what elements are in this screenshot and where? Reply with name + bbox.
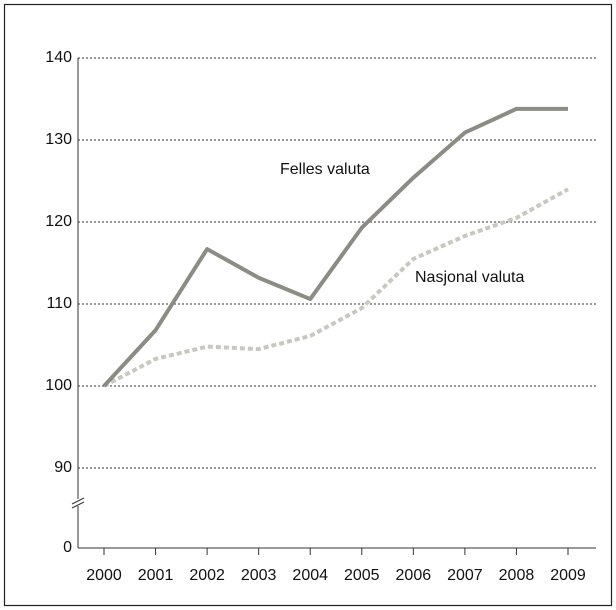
y-tick-label: 110: [46, 295, 72, 312]
series-label: Nasjonal valuta: [415, 269, 525, 286]
y-tick-label: 130: [45, 131, 72, 148]
x-tick-label: 2004: [292, 567, 328, 584]
x-tick-label: 2008: [499, 567, 535, 584]
x-tick-label: 2002: [189, 567, 225, 584]
axis-break-mark: [71, 501, 85, 509]
y-tick-label: 100: [45, 377, 72, 394]
x-tick-label: 2005: [344, 567, 380, 584]
series-line: [103, 187, 569, 388]
axis-break-gap: [72, 499, 84, 506]
chart-frame: [3, 3, 613, 607]
x-tick-label: 2000: [86, 567, 122, 584]
series-line: [102, 106, 568, 388]
x-tick-label: 2001: [138, 567, 174, 584]
x-tick-label: 2003: [241, 567, 277, 584]
y-tick-label: 90: [54, 459, 72, 476]
series-label: Felles valuta: [280, 161, 370, 178]
x-tick-label: 2009: [550, 567, 586, 584]
axis-break-mark: [71, 497, 85, 505]
y-tick-label: 140: [45, 49, 72, 66]
y-tick-label: 0: [63, 539, 72, 556]
x-tick-label: 2006: [396, 567, 432, 584]
x-tick-label: 2007: [447, 567, 483, 584]
y-tick-label: 120: [45, 213, 72, 230]
